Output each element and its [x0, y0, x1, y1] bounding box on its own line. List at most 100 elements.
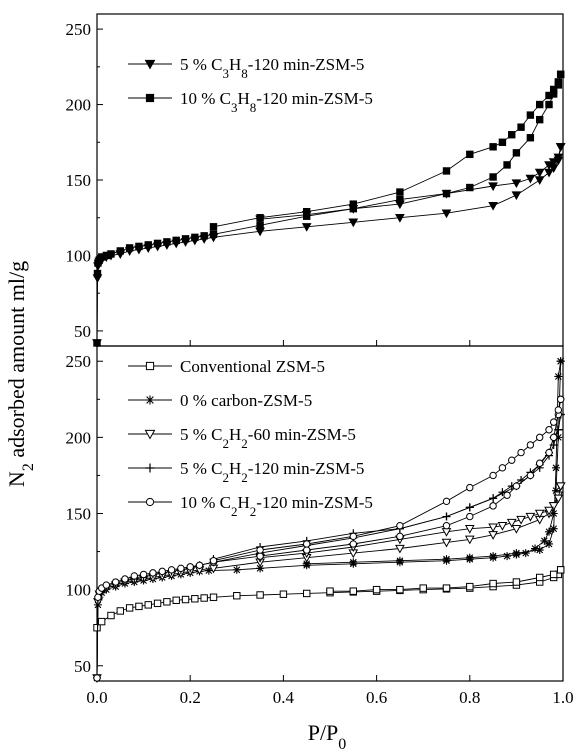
adsorption-point — [441, 538, 452, 548]
adsorption-point — [195, 561, 204, 569]
desorption-point — [556, 357, 565, 366]
desorption-point — [209, 557, 218, 565]
adsorption-line — [96, 361, 562, 679]
desorption-point — [553, 153, 564, 163]
series-1-1 — [93, 357, 565, 682]
desorption-point — [545, 91, 553, 100]
desorption-point — [526, 441, 535, 449]
desorption-point — [465, 553, 474, 562]
adsorption-point — [256, 552, 264, 560]
adsorption-point — [466, 512, 474, 521]
y-axis-title: N2 adsorbed amount ml/g — [4, 261, 37, 487]
y-tick-label: 150 — [66, 171, 92, 190]
desorption-line — [213, 399, 562, 562]
legend-label: 5 % C2H2-60 min-ZSM-5 — [180, 425, 356, 451]
adsorption-point — [125, 244, 134, 252]
adsorption-point — [503, 491, 511, 499]
adsorption-point — [395, 544, 405, 554]
plot-frame — [96, 345, 564, 682]
desorption-point — [549, 85, 558, 94]
legend: 5 % C3H8-120 min-ZSM-5 10 % C3H8-120 min-… — [128, 55, 373, 115]
adsorption-point — [545, 448, 553, 457]
desorption-point — [552, 463, 561, 472]
adsorption-point — [441, 209, 452, 219]
desorption-point — [349, 558, 358, 567]
adsorption-point — [488, 201, 498, 211]
desorption-point — [465, 503, 474, 512]
desorption-point — [488, 182, 498, 192]
y-tick-label: 100 — [66, 246, 92, 265]
adsorption-point — [209, 230, 218, 239]
desorption-point — [535, 546, 544, 555]
desorption-point — [554, 78, 563, 86]
adsorption-point — [512, 149, 521, 157]
legend: Conventional ZSM-5 0 % carbon-ZSM-5 5 % C2… — [128, 357, 373, 519]
panel-bottom: 50 100 150 200 250 0.0 0.2 0.4 0.6 0.8 1.0 Conventi… — [66, 345, 574, 707]
desorption-point — [303, 540, 311, 548]
desorption-point — [466, 150, 474, 159]
adsorption-point — [232, 565, 241, 574]
desorption-point — [442, 167, 451, 175]
desorption-point — [506, 518, 517, 528]
y-tick-label: 200 — [66, 96, 92, 115]
adsorption-line — [96, 414, 562, 679]
legend-marker — [145, 395, 155, 405]
adsorption-point — [107, 250, 115, 258]
adsorption-point — [163, 598, 171, 606]
adsorption-point — [181, 595, 190, 604]
adsorption-point — [97, 617, 106, 626]
desorption-point — [302, 559, 311, 568]
desorption-point — [395, 556, 404, 565]
adsorption-point — [135, 242, 143, 251]
adsorption-point — [534, 176, 545, 186]
adsorption-point — [489, 173, 497, 181]
desorption-point — [498, 138, 507, 146]
desorption-point — [508, 456, 516, 464]
adsorption-point — [511, 525, 522, 534]
adsorption-point — [395, 214, 405, 223]
desorption-point — [489, 143, 497, 151]
desorption-point — [256, 546, 264, 554]
x-tick-label: 0.4 — [273, 688, 295, 707]
desorption-point — [544, 161, 554, 170]
adsorption-point — [93, 624, 101, 632]
adsorption-point — [526, 471, 535, 480]
desorption-point — [372, 585, 381, 594]
y-tick-label: 50 — [74, 322, 91, 341]
desorption-point — [396, 585, 404, 594]
desorption-point — [555, 143, 566, 152]
adsorption-point — [512, 482, 521, 490]
desorption-point — [464, 525, 475, 534]
adsorption-point — [256, 564, 265, 573]
desorption-point — [489, 552, 498, 561]
desorption-point — [442, 512, 451, 521]
adsorption-point — [177, 564, 185, 573]
y-tick-label: 250 — [66, 20, 92, 39]
desorption-point — [396, 521, 404, 530]
legend-marker — [145, 361, 155, 371]
legend-label: 5 % C3H8-120 min-ZSM-5 — [180, 55, 364, 81]
adsorption-point — [144, 601, 152, 609]
y-tick-label: 50 — [74, 657, 91, 676]
desorption-point — [488, 523, 498, 533]
desorption-point — [512, 578, 521, 586]
adsorption-point — [466, 183, 474, 192]
adsorption-point — [396, 195, 404, 204]
adsorption-point — [552, 486, 561, 495]
adsorption-point — [511, 191, 522, 201]
desorption-point — [556, 70, 565, 79]
desorption-point — [545, 539, 554, 548]
desorption-point — [256, 214, 264, 222]
desorption-point — [545, 426, 553, 434]
adsorption-point — [149, 569, 157, 577]
desorption-point — [517, 123, 525, 131]
adsorption-point — [396, 532, 404, 541]
adsorption-point — [163, 238, 171, 246]
adsorption-point — [544, 168, 554, 178]
adsorption-point — [139, 570, 148, 579]
adsorption-point — [172, 236, 180, 245]
adsorption-point — [503, 552, 512, 561]
legend-label: 5 % C2H2-120 min-ZSM-5 — [180, 459, 364, 485]
adsorption-point — [279, 590, 288, 598]
